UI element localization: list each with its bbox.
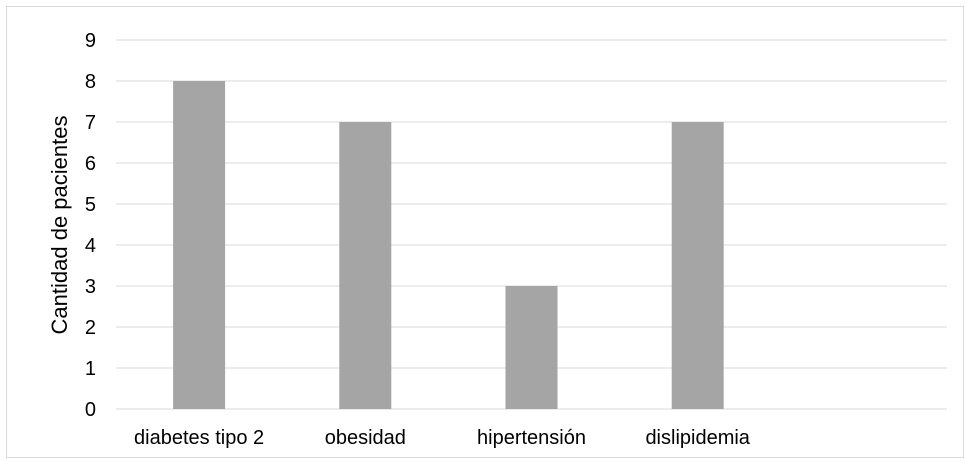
bar <box>339 122 392 409</box>
y-axis-title: Cantidad de pacientes <box>47 116 72 335</box>
y-tick-label: 7 <box>85 112 96 134</box>
bar <box>173 81 226 409</box>
y-tick-label: 4 <box>85 235 96 257</box>
bar <box>505 286 558 409</box>
bars <box>173 81 724 409</box>
y-tick-label: 8 <box>85 71 96 93</box>
x-category-label: dislipidemia <box>645 427 750 449</box>
y-tick-label: 1 <box>85 358 96 380</box>
y-tick-label: 9 <box>85 30 96 52</box>
x-category-label: diabetes tipo 2 <box>134 427 264 449</box>
x-category-label: obesidad <box>325 427 406 449</box>
bar <box>671 122 724 409</box>
x-category-label: hipertensión <box>477 427 586 449</box>
y-tick-label: 5 <box>85 194 96 216</box>
y-tick-label: 6 <box>85 153 96 175</box>
y-tick-label: 2 <box>85 317 96 339</box>
y-tick-label: 3 <box>85 276 96 298</box>
y-tick-label: 0 <box>85 399 96 421</box>
x-axis-categories: diabetes tipo 2 obesidad hipertensión disli… <box>134 427 751 449</box>
y-axis-ticks: 0 1 2 3 4 5 6 7 8 9 <box>85 30 96 421</box>
gridlines <box>116 39 947 410</box>
